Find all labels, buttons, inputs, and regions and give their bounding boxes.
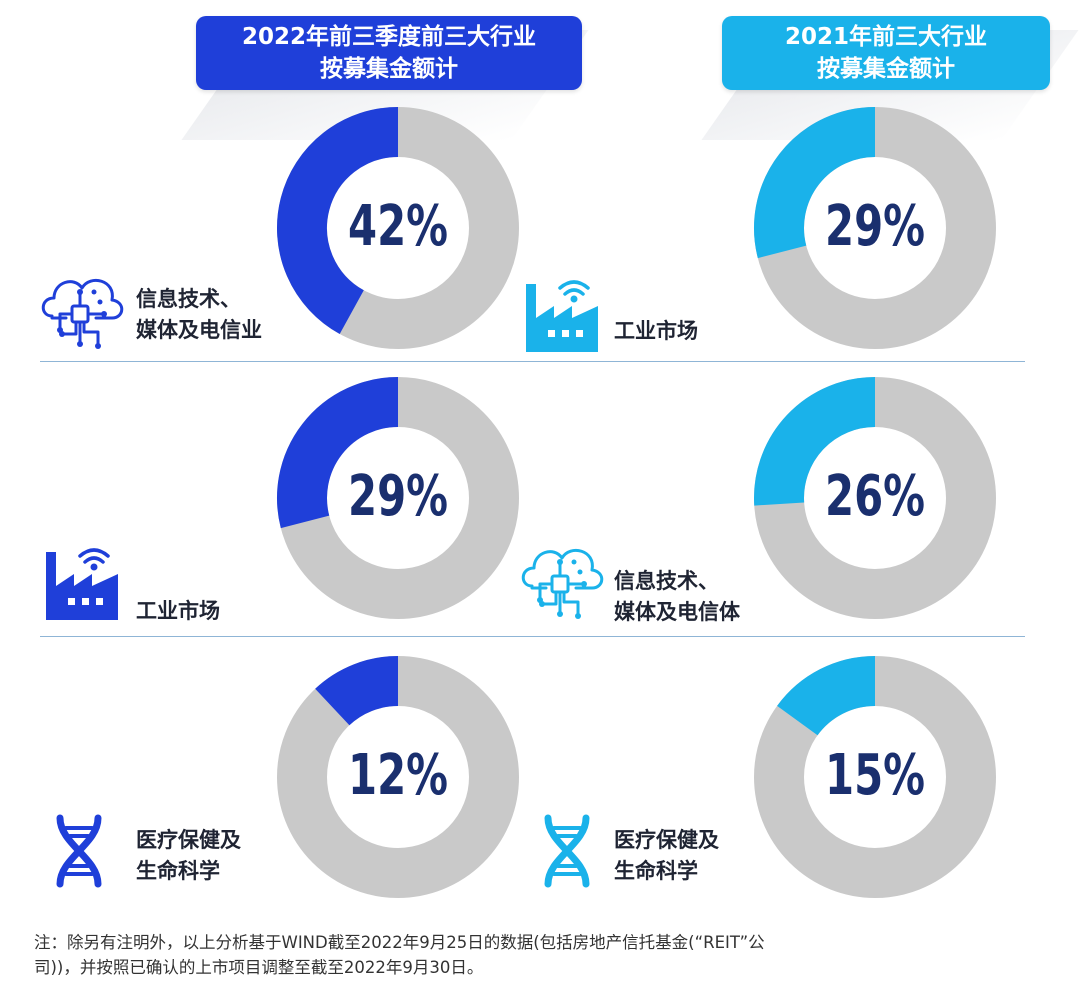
label-line: 生命科学: [136, 859, 220, 883]
donut-2021-industrial: 29%: [754, 107, 996, 349]
header-2022-line1: 2022年前三季度前三大行业: [241, 24, 536, 50]
footnote: 注：除另有注明外，以上分析基于WIND截至2022年9月25日的数据(包括房地产…: [34, 930, 1044, 980]
header-2021-line1: 2021年前三大行业: [784, 24, 987, 50]
label-2021-industrial: 工业市场: [614, 316, 698, 347]
label-line: 信息技术、: [136, 287, 241, 311]
row-divider-2: [40, 636, 1025, 637]
dna-icon: [56, 814, 102, 888]
label-line: 生命科学: [614, 859, 698, 883]
footnote-line1: 注：除另有注明外，以上分析基于WIND截至2022年9月25日的数据(包括房地产…: [34, 933, 765, 952]
cloud-circuit-icon: [521, 548, 604, 619]
footnote-line2: 司))，并按照已确认的上市项目调整至截至2022年9月30日。: [34, 958, 484, 977]
donut-value-slice: [315, 656, 399, 726]
label-2021-healthcare: 医疗保健及 生命科学: [614, 825, 719, 887]
donut-2021-it-media-telecom: 26%: [754, 377, 996, 619]
donut-percent-label: 26%: [825, 464, 925, 529]
donut-value-slice: [777, 656, 876, 736]
label-2022-healthcare: 医疗保健及 生命科学: [136, 825, 241, 887]
donut-percent-label: 15%: [825, 743, 925, 808]
donut-2021-healthcare: 15%: [754, 656, 996, 898]
donut-value-slice: [277, 107, 399, 335]
donut-value-slice: [754, 107, 876, 259]
header-2022: 2022年前三季度前三大行业 按募集金额计: [196, 16, 582, 90]
donut-value-slice: [754, 377, 876, 506]
donut-2022-healthcare: 12%: [277, 656, 519, 898]
donut-2022-industrial: 29%: [277, 377, 519, 619]
donut-value-slice: [277, 377, 399, 529]
cloud-circuit-icon: [41, 278, 124, 349]
row-divider-1: [40, 361, 1025, 362]
label-line: 医疗保健及: [136, 828, 241, 852]
header-2021: 2021年前三大行业 按募集金额计: [722, 16, 1050, 90]
factory-wifi-icon: [46, 548, 118, 620]
dna-icon: [544, 814, 590, 888]
header-2022-line2: 按募集金额计: [320, 56, 458, 82]
label-line: 工业市场: [614, 319, 698, 343]
header-2021-line2: 按募集金额计: [817, 56, 955, 82]
factory-wifi-icon: [526, 280, 598, 352]
label-2022-it-media-telecom: 信息技术、 媒体及电信业: [136, 284, 262, 346]
label-line: 工业市场: [136, 599, 220, 623]
label-line: 信息技术、: [614, 569, 719, 593]
label-line: 医疗保健及: [614, 828, 719, 852]
donut-percent-label: 29%: [825, 194, 925, 259]
donut-2022-it-media-telecom: 42%: [277, 107, 519, 349]
label-line: 媒体及电信业: [136, 318, 262, 342]
label-2022-industrial: 工业市场: [136, 596, 220, 627]
donut-percent-label: 12%: [348, 743, 448, 808]
label-2021-it-media-telecom: 信息技术、 媒体及电信体: [614, 566, 740, 628]
donut-percent-label: 29%: [348, 464, 448, 529]
donut-percent-label: 42%: [348, 194, 448, 259]
label-line: 媒体及电信体: [614, 600, 740, 624]
